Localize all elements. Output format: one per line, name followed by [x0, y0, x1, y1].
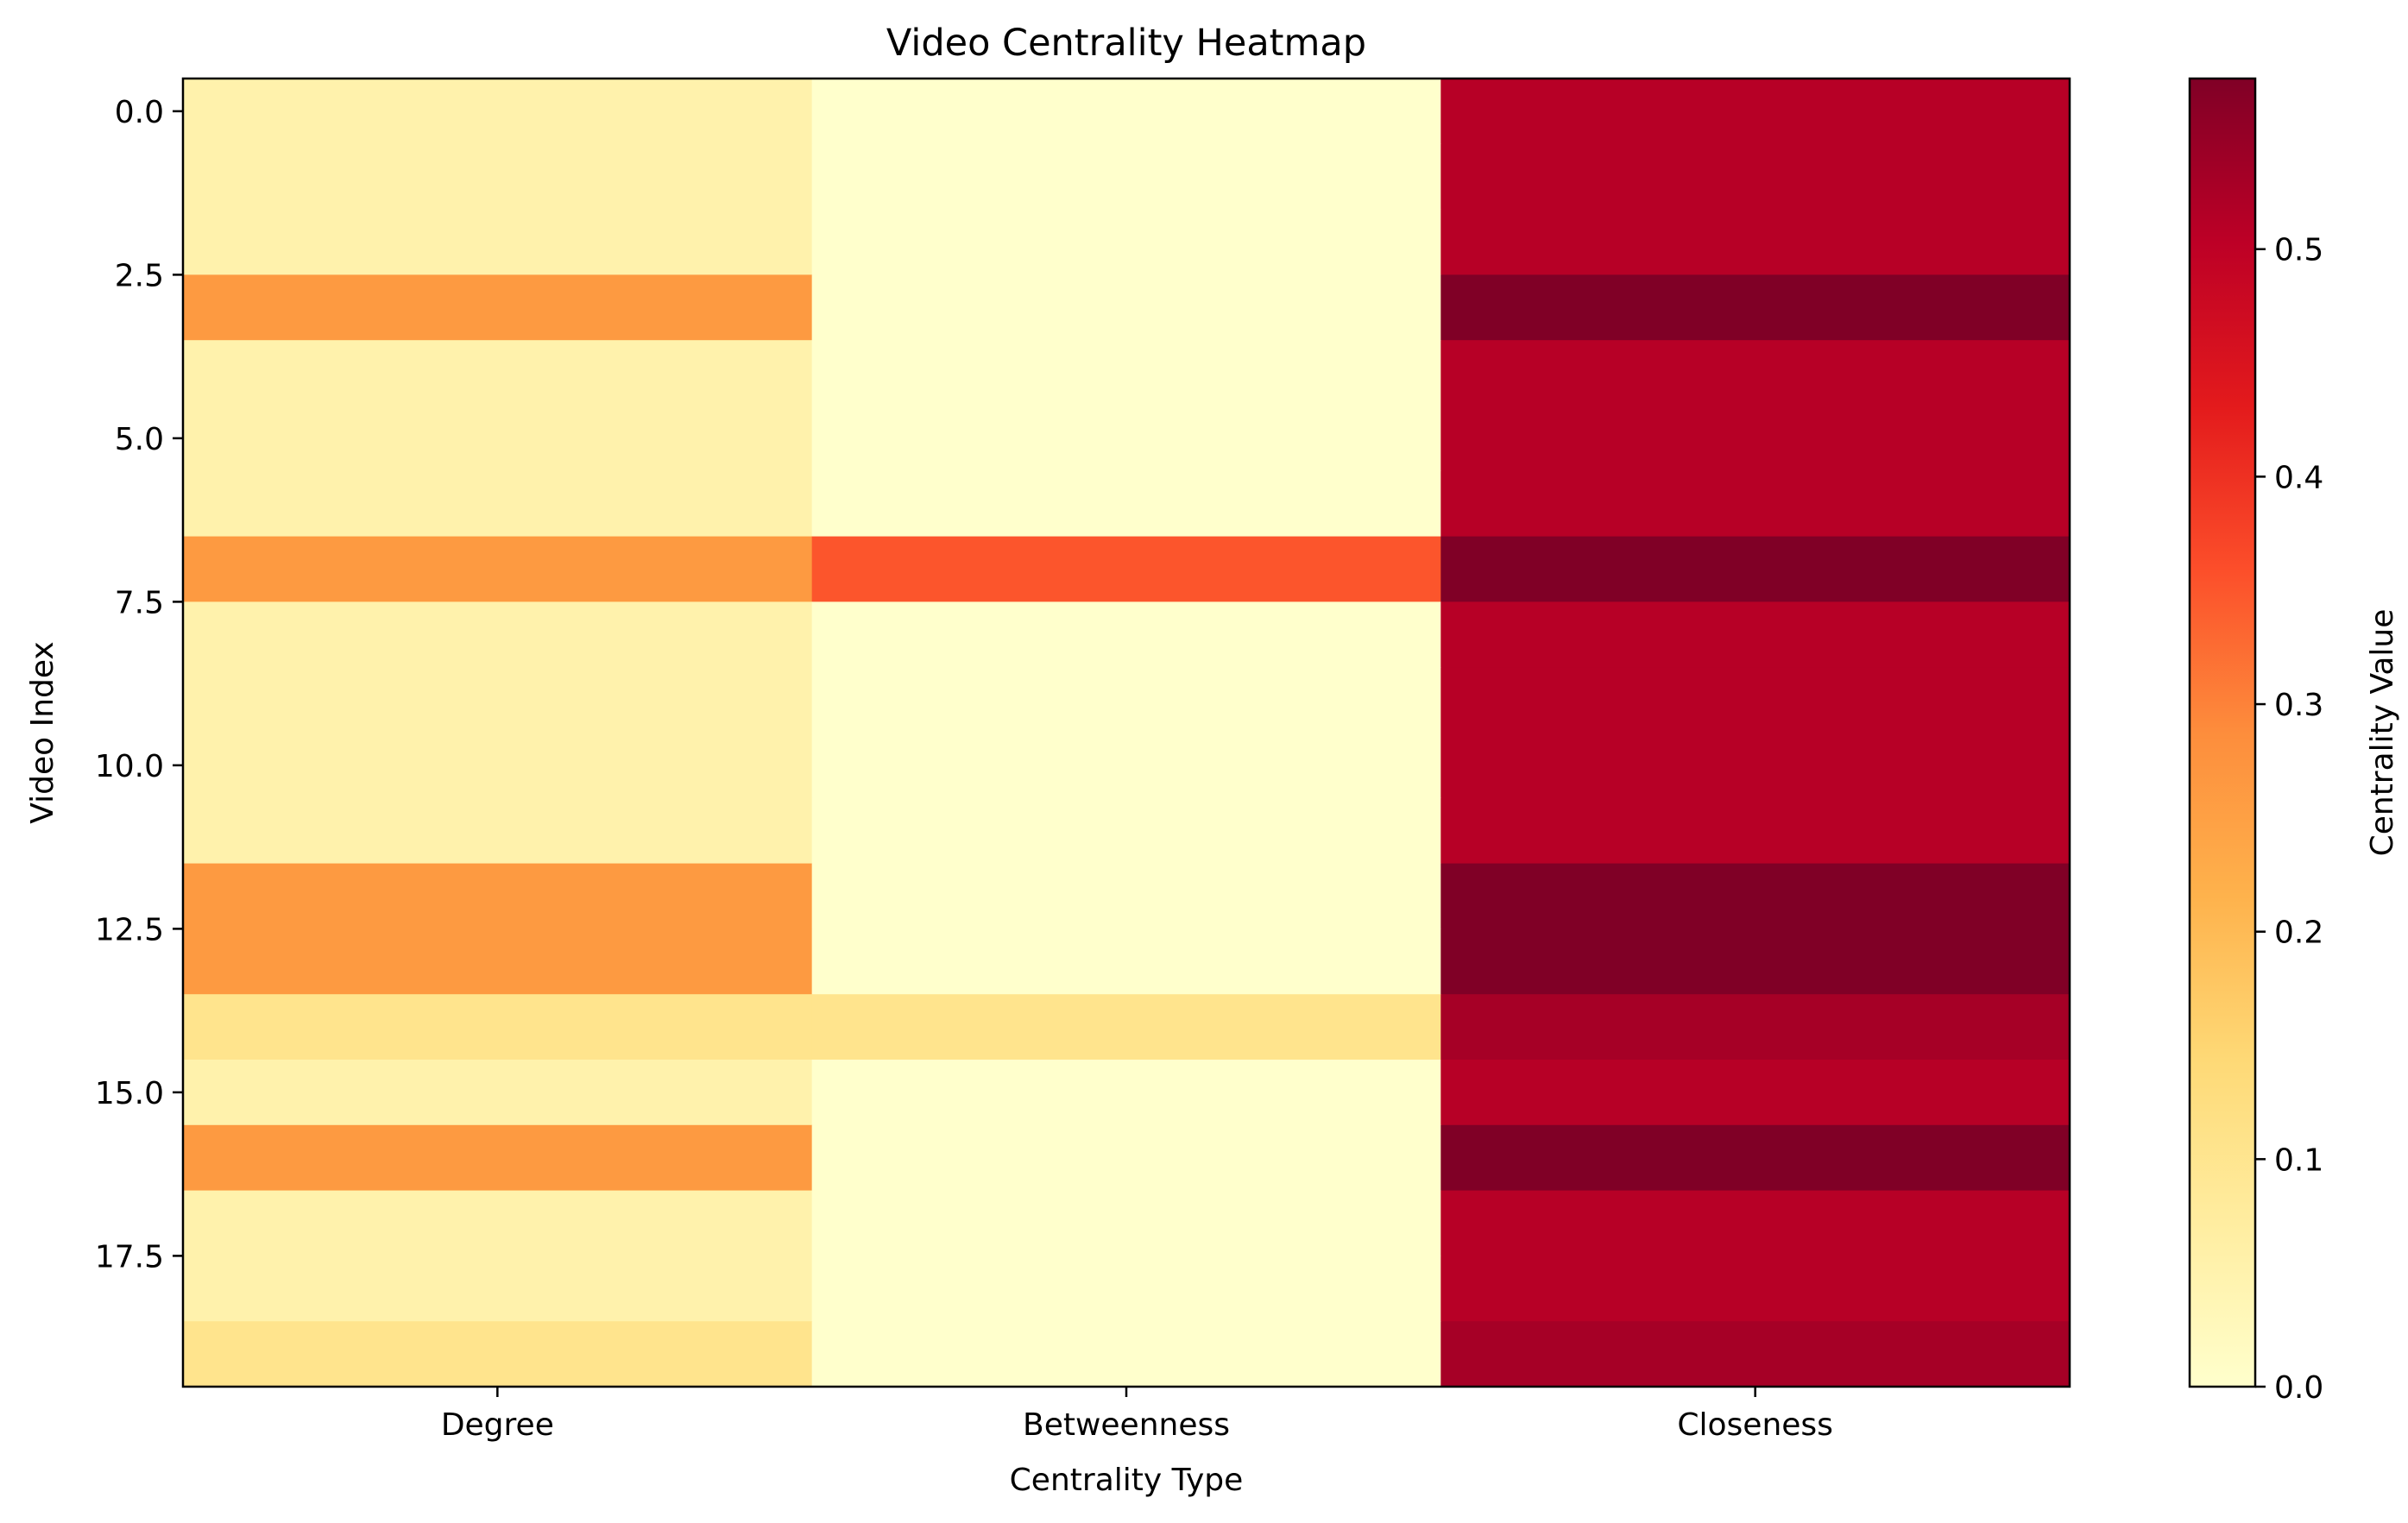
heatmap-cell: [811, 863, 1441, 929]
heatmap-cell: [1440, 406, 2071, 472]
heatmap-cell: [183, 797, 813, 865]
heatmap-cell: [1440, 274, 2071, 341]
heatmap-cell: [1440, 1124, 2071, 1192]
heatmap-cell: [183, 536, 813, 602]
heatmap-cell: [183, 209, 813, 275]
heatmap-cell: [811, 1124, 1441, 1192]
heatmap-cell: [183, 1190, 813, 1256]
colorbar-tick-label: 0.5: [2274, 233, 2323, 268]
y-axis-label: Video Index: [25, 641, 60, 823]
y-tick-label: 15.0: [95, 1076, 164, 1111]
heatmap-cell: [811, 209, 1441, 275]
colorbar: [2188, 77, 2257, 1388]
heatmap-cell: [183, 1321, 813, 1388]
heatmap-cell: [1440, 667, 2071, 733]
heatmap-cell: [1440, 209, 2071, 275]
heatmap-cell: [811, 1321, 1441, 1388]
heatmap-cell: [1440, 994, 2071, 1060]
colorbar-tick-label: 0.1: [2274, 1142, 2323, 1178]
heatmap-cell: [183, 79, 813, 145]
heatmap-cell: [1440, 470, 2071, 538]
heatmap-cell: [1440, 340, 2071, 406]
heatmap-cell: [811, 994, 1441, 1060]
heatmap-cell: [1440, 79, 2071, 145]
y-tick-label: 0.0: [115, 95, 164, 130]
heatmap-cell: [1440, 863, 2071, 929]
colorbar-label: Centrality Value: [2365, 609, 2400, 857]
heatmap-cell: [183, 601, 813, 668]
heatmap-cell: [811, 143, 1441, 211]
heatmap-cell: [811, 733, 1441, 799]
y-tick-label: 12.5: [95, 912, 164, 947]
chart-title: Video Centrality Heatmap: [886, 22, 1366, 65]
heatmap-cell: [811, 1190, 1441, 1256]
colorbar-ticks: 0.0 0.1 0.2 0.3 0.4 0.5: [2255, 233, 2323, 1406]
heatmap-cell: [183, 406, 813, 472]
heatmap-cell: [1440, 1190, 2071, 1256]
x-tick-label: Degree: [441, 1407, 554, 1443]
heatmap-cell: [811, 667, 1441, 733]
y-tick-label: 10.0: [95, 749, 164, 784]
heatmap-cell: [183, 1060, 813, 1126]
heatmap-cell: [183, 274, 813, 341]
heatmap-cell: [1440, 1256, 2071, 1322]
heatmap-cell: [183, 340, 813, 406]
heatmap-cell: [183, 470, 813, 538]
heatmap-cell: [183, 733, 813, 799]
heatmap-cell: [183, 1256, 813, 1322]
heatmap-cell: [183, 928, 813, 995]
heatmap-cell: [811, 928, 1441, 995]
colorbar-tick-label: 0.4: [2274, 460, 2323, 495]
heatmap-cell: [183, 1124, 813, 1192]
colorbar-tick-label: 0.3: [2274, 688, 2323, 723]
heatmap-cell: [811, 1060, 1441, 1126]
heatmap-cell: [1440, 536, 2071, 602]
heatmap-cell: [1440, 1321, 2071, 1388]
heatmap-cell: [1440, 928, 2071, 995]
heatmap-cell: [811, 601, 1441, 668]
heatmap-cell: [811, 536, 1441, 602]
heatmap-cell: [811, 1256, 1441, 1322]
x-axis-label: Centrality Type: [1010, 1463, 1244, 1498]
y-tick-label: 7.5: [115, 585, 164, 620]
y-tick-label: 2.5: [115, 258, 164, 293]
heatmap-cell: [183, 143, 813, 211]
heatmap-cell: [811, 406, 1441, 472]
heatmap-cell: [1440, 1060, 2071, 1126]
y-tick-label: 17.5: [95, 1239, 164, 1274]
heatmap-cell: [1440, 733, 2071, 799]
colorbar-tick-label: 0.2: [2274, 916, 2323, 951]
x-tick-label: Betweenness: [1023, 1407, 1230, 1443]
heatmap-cells: [183, 79, 2071, 1388]
heatmap-cell: [811, 797, 1441, 865]
heatmap-cell: [1440, 797, 2071, 865]
colorbar-tick-label: 0.0: [2274, 1370, 2323, 1406]
heatmap-cell: [811, 79, 1441, 145]
x-axis-ticks: Degree Betweenness Closeness: [441, 1387, 1833, 1443]
heatmap-cell: [811, 274, 1441, 341]
x-tick-label: Closeness: [1677, 1407, 1833, 1443]
heatmap-cell: [811, 470, 1441, 538]
heatmap-cell: [183, 667, 813, 733]
heatmap-cell: [1440, 143, 2071, 211]
y-axis-ticks: 0.0 2.5 5.0 7.5 10.0 12.5 15.0 17.5: [95, 95, 183, 1274]
heatmap-cell: [1440, 601, 2071, 668]
heatmap-cell: [183, 863, 813, 929]
heatmap-cell: [183, 994, 813, 1060]
heatmap-cell: [811, 340, 1441, 406]
y-tick-label: 5.0: [115, 422, 164, 457]
